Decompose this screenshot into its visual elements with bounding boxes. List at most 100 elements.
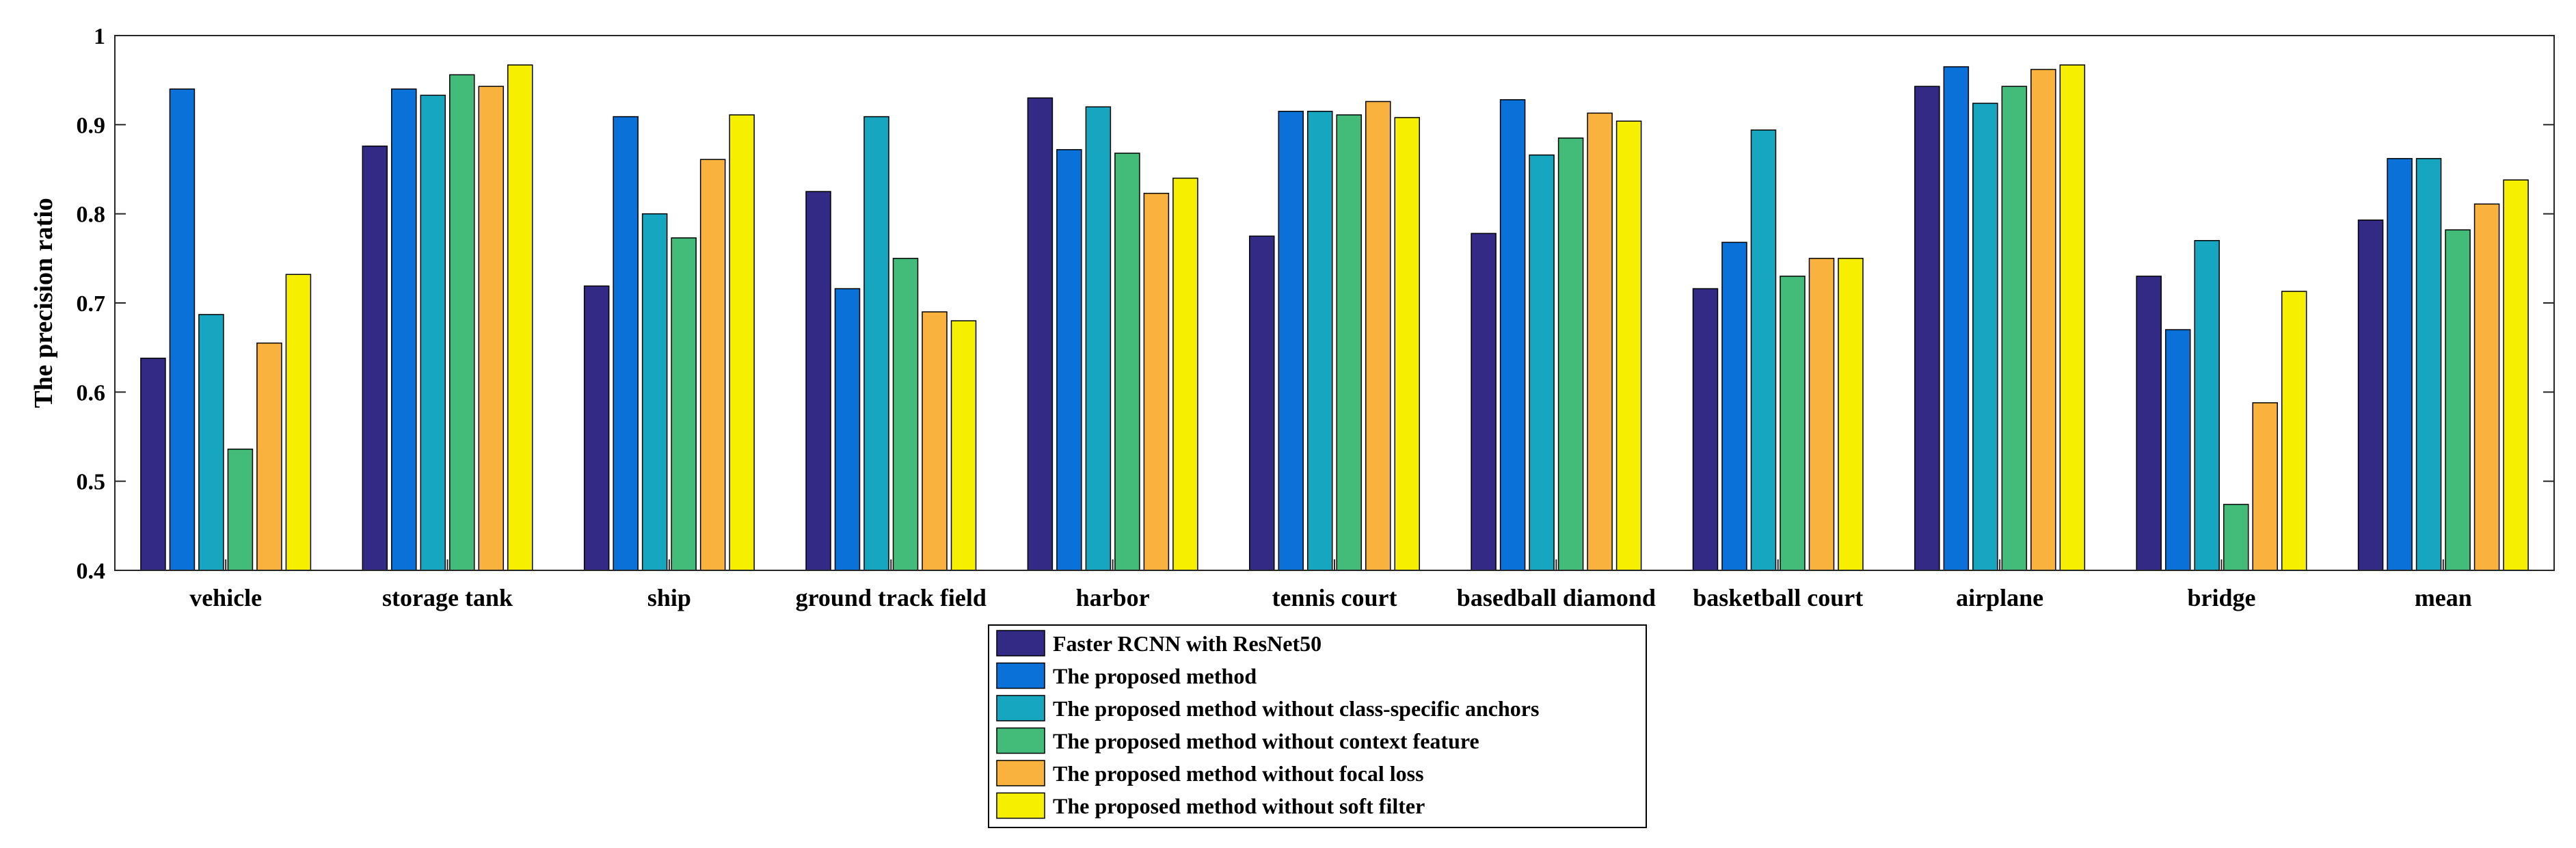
bar-ground-track-field-series-1 xyxy=(805,191,831,571)
bar-harbor-series-6 xyxy=(1172,177,1198,571)
legend-box xyxy=(988,624,1647,828)
bar-tennis-court-series-1 xyxy=(1249,235,1275,571)
y-tick-label: 0.6 xyxy=(77,380,106,406)
legend: Faster RCNN with ResNet50 The proposed me… xyxy=(988,624,1647,828)
bar-ship-series-1 xyxy=(583,285,610,571)
legend-label-6: The proposed method without soft filter xyxy=(1053,794,1425,819)
bar-airplane-series-6 xyxy=(2059,64,2086,571)
x-tick-label-harbor: harbor xyxy=(1076,584,1150,611)
bar-tennis-court-series-5 xyxy=(1365,101,1391,571)
x-tick-label-bridge: bridge xyxy=(2187,584,2255,611)
bar-basedball-diamond-series-4 xyxy=(1557,137,1584,571)
bar-ship-series-5 xyxy=(699,159,726,571)
x-axis: vehicle storage tank ship ground track fiel… xyxy=(189,559,2472,611)
bar-ground-track-field-series-2 xyxy=(834,288,861,571)
bar-mean-series-3 xyxy=(2415,158,2442,571)
bar-bridge-series-4 xyxy=(2223,503,2249,571)
bar-vehicle-series-4 xyxy=(227,449,254,571)
bar-basketball-court-series-6 xyxy=(1838,258,1864,571)
bar-mean-series-2 xyxy=(2387,158,2413,571)
bar-storage-tank-series-2 xyxy=(391,88,417,571)
bar-storage-tank-series-5 xyxy=(478,85,505,571)
y-tick-label: 0.7 xyxy=(77,291,106,317)
bar-harbor-series-4 xyxy=(1114,153,1140,571)
bar-harbor-series-1 xyxy=(1027,97,1054,571)
bar-basketball-court-series-4 xyxy=(1780,276,1806,571)
y-tick-label: 0.9 xyxy=(77,113,106,138)
bar-bridge-series-2 xyxy=(2164,329,2191,571)
x-tick-label-basedball-diamond: basedball diamond xyxy=(1457,584,1656,611)
bar-storage-tank-series-3 xyxy=(420,94,446,571)
legend-label-2: The proposed method xyxy=(1053,664,1257,689)
x-tick-label-vehicle: vehicle xyxy=(189,584,262,611)
bar-tennis-court-series-3 xyxy=(1307,111,1333,571)
bar-harbor-series-5 xyxy=(1143,192,1170,571)
bar-bridge-series-3 xyxy=(2194,240,2220,571)
bar-basedball-diamond-series-2 xyxy=(1499,99,1526,571)
bar-vehicle-series-2 xyxy=(169,88,196,571)
bar-harbor-series-2 xyxy=(1056,149,1082,571)
bar-basketball-court-series-5 xyxy=(1808,258,1835,571)
x-tick-label-airplane: airplane xyxy=(1956,584,2043,611)
legend-swatch-1 xyxy=(996,630,1045,657)
bar-vehicle-series-5 xyxy=(256,342,282,571)
legend-swatch-2 xyxy=(996,662,1045,689)
bar-mean-series-4 xyxy=(2445,229,2471,571)
bar-ship-series-3 xyxy=(641,213,668,571)
legend-label-3: The proposed method without class-specif… xyxy=(1053,696,1539,721)
bar-ground-track-field-series-4 xyxy=(892,258,919,571)
bar-ground-track-field-series-6 xyxy=(950,320,977,571)
bar-storage-tank-series-4 xyxy=(449,74,475,571)
bars-layer xyxy=(140,64,2529,571)
bar-basedball-diamond-series-6 xyxy=(1615,120,1642,571)
legend-label-1: Faster RCNN with ResNet50 xyxy=(1053,631,1321,656)
bar-basedball-diamond-series-1 xyxy=(1471,233,1497,571)
y-tick-label: 0.8 xyxy=(77,202,106,228)
bar-ship-series-4 xyxy=(671,237,697,571)
x-tick-label-basketball-court: basketball court xyxy=(1693,584,1863,611)
x-tick-label-tennis-court: tennis court xyxy=(1272,584,1397,611)
bar-tennis-court-series-2 xyxy=(1278,111,1304,571)
bar-bridge-series-5 xyxy=(2252,402,2278,571)
x-tick-label-storage-tank: storage tank xyxy=(382,584,513,611)
y-tick-label: 1 xyxy=(94,24,105,49)
bar-vehicle-series-1 xyxy=(140,358,166,571)
bar-mean-series-6 xyxy=(2503,179,2529,571)
y-tick-label: 0.5 xyxy=(77,470,106,495)
bar-ground-track-field-series-5 xyxy=(922,311,948,571)
y-axis: 0.4 0.5 0.6 0.7 0.8 0.9 1 xyxy=(77,24,2554,584)
bar-harbor-series-3 xyxy=(1085,106,1112,571)
bar-airplane-series-4 xyxy=(2001,85,2028,571)
bar-vehicle-series-3 xyxy=(198,314,224,571)
bar-bridge-series-6 xyxy=(2281,291,2307,571)
bar-airplane-series-3 xyxy=(1972,103,1998,571)
bar-ground-track-field-series-3 xyxy=(863,116,889,571)
bar-bridge-series-1 xyxy=(2136,276,2162,571)
legend-swatch-3 xyxy=(996,695,1045,721)
y-tick-label: 0.4 xyxy=(77,559,106,584)
x-tick-label-ground-track-field: ground track field xyxy=(796,584,987,611)
y-axis-label: The precision ratio xyxy=(29,198,58,408)
bar-basketball-court-series-3 xyxy=(1750,129,1777,571)
bar-tennis-court-series-4 xyxy=(1336,114,1362,571)
bar-airplane-series-1 xyxy=(1914,85,1940,571)
bar-basedball-diamond-series-5 xyxy=(1587,112,1613,571)
legend-label-5: The proposed method without focal loss xyxy=(1053,761,1424,786)
bar-basedball-diamond-series-3 xyxy=(1529,154,1555,571)
legend-swatch-4 xyxy=(996,727,1045,754)
bar-basketball-court-series-1 xyxy=(1692,288,1719,571)
bar-mean-series-1 xyxy=(2357,220,2384,571)
bar-mean-series-5 xyxy=(2473,203,2500,571)
bar-airplane-series-2 xyxy=(1943,66,1970,571)
legend-swatch-6 xyxy=(996,792,1045,819)
bar-ship-series-6 xyxy=(729,114,755,571)
bar-ship-series-2 xyxy=(613,116,639,571)
x-tick-label-mean: mean xyxy=(2415,584,2472,611)
legend-swatch-5 xyxy=(996,760,1045,786)
bar-basketball-court-series-2 xyxy=(1721,241,1747,571)
bar-tennis-court-series-6 xyxy=(1394,117,1420,571)
bar-storage-tank-series-1 xyxy=(362,145,388,571)
bar-vehicle-series-6 xyxy=(285,274,312,571)
legend-label-4: The proposed method without context feat… xyxy=(1053,729,1479,754)
